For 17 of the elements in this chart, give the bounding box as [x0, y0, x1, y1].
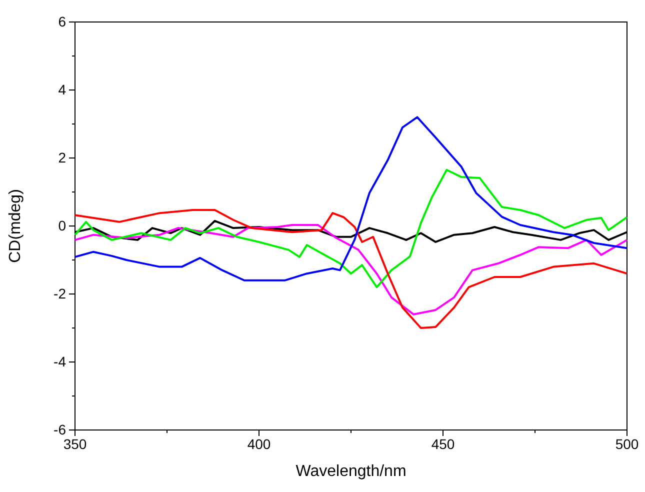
x-tick-label: 500	[615, 436, 639, 452]
line-series	[74, 168, 628, 288]
x-tick-label: 350	[63, 436, 87, 452]
x-axis-title: Wavelength/nm	[296, 463, 406, 480]
y-tick-label: -2	[54, 285, 66, 302]
y-tick-label: 6	[58, 13, 66, 30]
x-tick-label: 450	[431, 436, 455, 452]
x-tick-label: 400	[247, 436, 271, 452]
y-tick-label: 0	[58, 217, 66, 234]
line-series	[74, 116, 628, 282]
y-axis-title: CD(mdeg)	[7, 189, 24, 263]
y-tick-label: 4	[58, 81, 66, 98]
y-tick-label: 2	[58, 149, 66, 166]
line-series	[74, 209, 628, 329]
line-series	[74, 224, 628, 316]
y-tick-label: -4	[54, 353, 66, 370]
y-tick-label: -6	[54, 421, 66, 438]
